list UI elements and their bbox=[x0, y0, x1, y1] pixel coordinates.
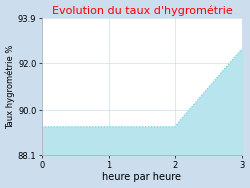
Title: Evolution du taux d'hygrométrie: Evolution du taux d'hygrométrie bbox=[52, 6, 232, 16]
X-axis label: heure par heure: heure par heure bbox=[102, 172, 182, 182]
Y-axis label: Taux hygrométrie %: Taux hygrométrie % bbox=[6, 45, 15, 129]
